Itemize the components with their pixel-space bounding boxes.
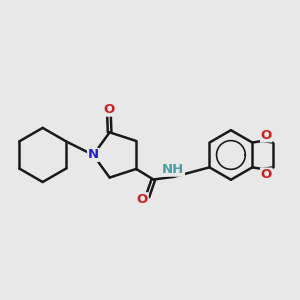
Text: O: O [261, 168, 272, 181]
Text: O: O [261, 129, 272, 142]
Text: N: N [88, 148, 99, 161]
Text: NH: NH [162, 163, 184, 176]
Text: O: O [137, 193, 148, 206]
Text: O: O [103, 103, 115, 116]
